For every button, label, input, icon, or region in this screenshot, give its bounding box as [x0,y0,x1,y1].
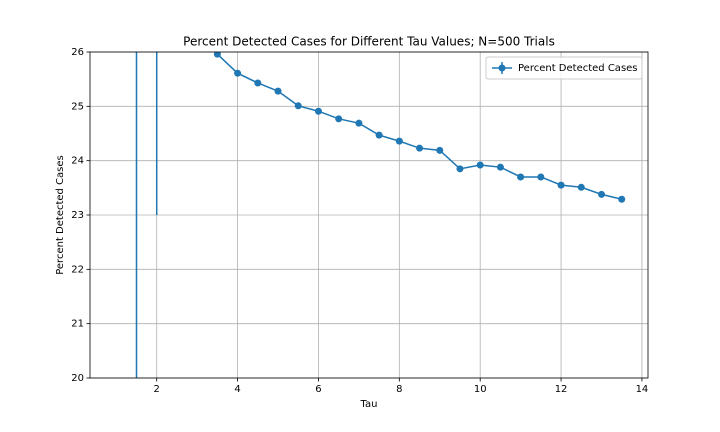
data-point [395,137,403,145]
y-axis-label: Percent Detected Cases [55,155,66,275]
x-tick-label: 4 [234,384,240,395]
legend-box [485,56,643,80]
data-point [194,0,201,1]
data-point [496,163,504,171]
data-point [476,161,484,169]
data-point [436,146,444,154]
data-point [355,119,363,127]
y-tick-label: 25 [71,101,84,112]
series-line [215,52,622,200]
legend-marker [498,64,506,72]
data-point [598,190,605,198]
data-point [537,173,545,181]
data-point [213,52,221,58]
legend: Percent Detected Cases [485,56,643,80]
data-point [234,69,242,77]
data-point [577,183,585,191]
y-tick-label: 23 [71,210,84,221]
legend-label: Percent Detected Cases [518,63,638,74]
data-point [314,107,322,115]
data-point [517,173,525,181]
x-tick-label: 2 [154,384,160,395]
x-tick-label: 8 [396,384,402,395]
x-axis-label: Tau [360,399,378,410]
data-point [254,79,262,87]
y-tick-label: 22 [71,264,84,275]
data-point [456,165,464,173]
y-tick-label: 24 [71,156,84,167]
data-point [416,144,424,152]
x-tick-label: 14 [636,384,649,395]
x-tick-label: 6 [315,384,321,395]
data-point [375,131,383,139]
y-tick-label: 26 [71,47,84,58]
x-tick-label: 10 [474,384,487,395]
chart-title: Percent Detected Cases for Different Tau… [183,35,555,49]
y-tick-label: 20 [71,373,84,384]
data-point [557,181,565,189]
data-point [618,195,626,203]
plot-area [135,0,626,378]
x-tick-label: 12 [555,384,568,395]
grid [90,51,648,379]
data-point [335,115,343,123]
data-point [294,102,302,110]
data-point [274,87,282,95]
y-tick-label: 21 [71,319,84,330]
